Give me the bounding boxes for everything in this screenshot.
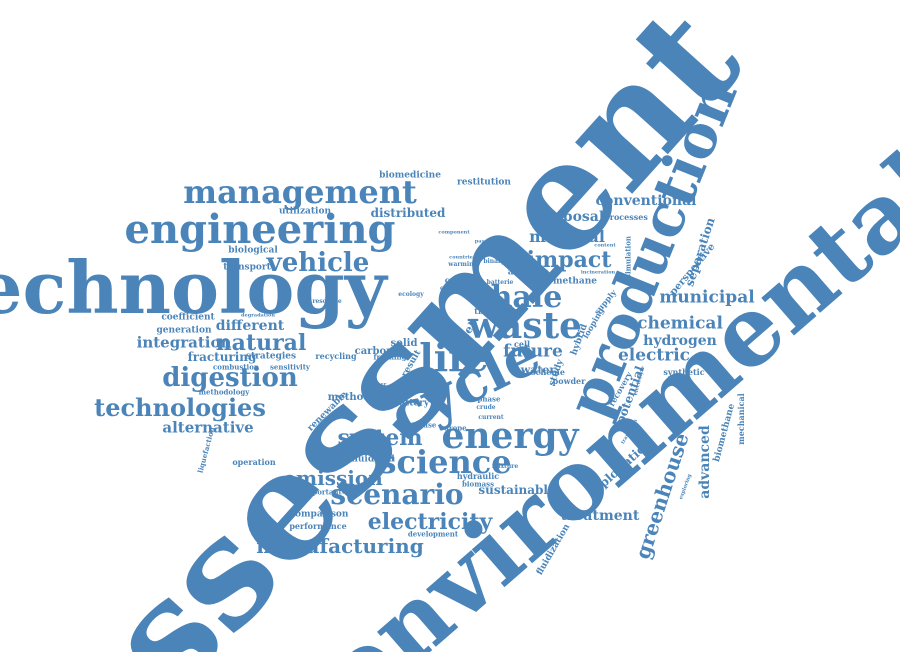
word-different: different xyxy=(215,318,285,334)
word-disposal: disposal xyxy=(539,209,605,225)
word-system: system xyxy=(337,425,423,451)
word-engineering: engineering xyxy=(124,206,396,253)
word-operation: operation xyxy=(232,457,276,467)
word-thermal: thermal xyxy=(474,306,510,316)
word-processes: processes xyxy=(604,212,648,222)
word-capture: capture xyxy=(444,275,480,285)
word-management: management xyxy=(183,173,417,211)
word-content: content xyxy=(594,242,616,249)
word-biomedicine: biomedicine xyxy=(379,170,441,181)
word-sensitivity: sensitivity xyxy=(269,362,311,372)
word-combustion: combustion xyxy=(213,362,259,372)
word-fluidized: fluidized xyxy=(351,454,395,465)
word-warming: warming xyxy=(448,261,478,268)
word-mechanical: mechanical xyxy=(736,393,746,445)
word-energy: energy xyxy=(441,415,579,457)
word-europe: europe xyxy=(439,423,467,433)
word-natural: natural xyxy=(215,330,307,356)
word-treatment: treatment xyxy=(560,508,640,524)
word-development: development xyxy=(407,529,459,539)
word-battery: battery xyxy=(392,398,430,409)
word-cell: cell xyxy=(513,339,531,349)
word-lithium: lithium xyxy=(501,307,523,314)
word-conventional: conventional xyxy=(595,193,697,209)
word-restitution: restitution xyxy=(457,177,511,188)
word-method: method xyxy=(327,392,371,403)
word-shale: shale xyxy=(473,280,563,315)
word-batterie: batterie xyxy=(486,279,514,286)
word-future: future xyxy=(503,341,563,362)
word-recycling: recycling xyxy=(315,351,357,361)
word-water: water xyxy=(520,363,556,377)
word-methodology: methodology xyxy=(198,387,250,397)
word-component: component xyxy=(438,229,470,236)
word-utilization: utilization xyxy=(278,206,332,217)
word-solid: solid xyxy=(390,338,418,349)
word-carbon: carbon xyxy=(354,346,394,357)
word-impact: impact xyxy=(526,247,612,273)
word-polymer: polymer xyxy=(363,381,387,388)
word-simulation: simulation xyxy=(623,236,633,278)
word-strategies: strategies xyxy=(245,351,297,362)
word-technologies: technologies xyxy=(94,393,266,422)
word-manufacturing: manufacturing xyxy=(256,534,424,558)
word-decrease: decrease xyxy=(401,420,437,430)
word-phase: phase xyxy=(477,394,501,404)
word-generation: generation xyxy=(156,325,212,336)
word-advanced: advanced xyxy=(697,425,713,499)
word-fracturing: fracturing xyxy=(187,350,257,364)
word-comparison: comparison xyxy=(289,509,349,520)
word-transport: transport xyxy=(223,262,271,273)
word-life: life xyxy=(419,335,489,380)
word-resource: resource xyxy=(312,298,342,305)
word-technology: technology xyxy=(0,245,387,330)
word-methane: methane xyxy=(552,276,598,287)
word-incineration: incineration xyxy=(580,269,616,276)
word-ecology: ecology xyxy=(398,291,424,298)
word-hydraulic: hydraulic xyxy=(456,471,500,481)
word-electric: electric xyxy=(617,345,691,366)
word-alternative: alternative xyxy=(162,418,254,437)
word-catalyst: catalyst xyxy=(439,285,467,292)
word-hydrogen: hydrogen xyxy=(643,333,717,349)
word-mixture: mixture xyxy=(491,463,519,470)
word-sustainable: sustainable xyxy=(478,483,556,497)
word-biological: biological xyxy=(228,245,278,256)
word-powder: powder xyxy=(552,376,586,386)
word-analysis: analysis xyxy=(507,267,549,278)
word-municipal: municipal xyxy=(659,287,755,308)
word-coefficient: coefficient xyxy=(161,312,215,323)
word-current: current xyxy=(478,414,504,421)
word-binary: binary xyxy=(483,258,505,265)
word-science: science xyxy=(378,443,512,481)
word-vehicle: vehicle xyxy=(266,248,370,278)
word-scenario: scenario xyxy=(330,478,464,511)
word-synthetic: synthetic xyxy=(663,367,705,377)
word-material: material xyxy=(529,227,605,246)
word-crude: crude xyxy=(476,404,496,411)
word-approach: approach xyxy=(484,245,512,252)
word-distributed: distributed xyxy=(370,206,446,220)
word-performance: performance xyxy=(289,521,347,531)
word-countrie: countrie xyxy=(449,254,473,261)
word-chemical: chemical xyxy=(637,313,723,334)
word-scheme: scheme xyxy=(531,367,565,377)
word-emission: emission xyxy=(283,466,383,490)
word-waste: waste xyxy=(467,305,583,347)
word-fracking: fracking xyxy=(373,352,407,362)
word-passenger: passenger xyxy=(474,238,504,245)
word-biomass: biomass xyxy=(461,479,495,489)
word-exploring: exploring xyxy=(678,473,693,501)
word-important: important xyxy=(302,487,342,497)
word-digestion: digestion xyxy=(162,363,298,393)
word-electricity: electricity xyxy=(367,509,493,535)
word-degradation: degradation xyxy=(241,312,275,319)
word-integration: integration xyxy=(136,333,232,352)
